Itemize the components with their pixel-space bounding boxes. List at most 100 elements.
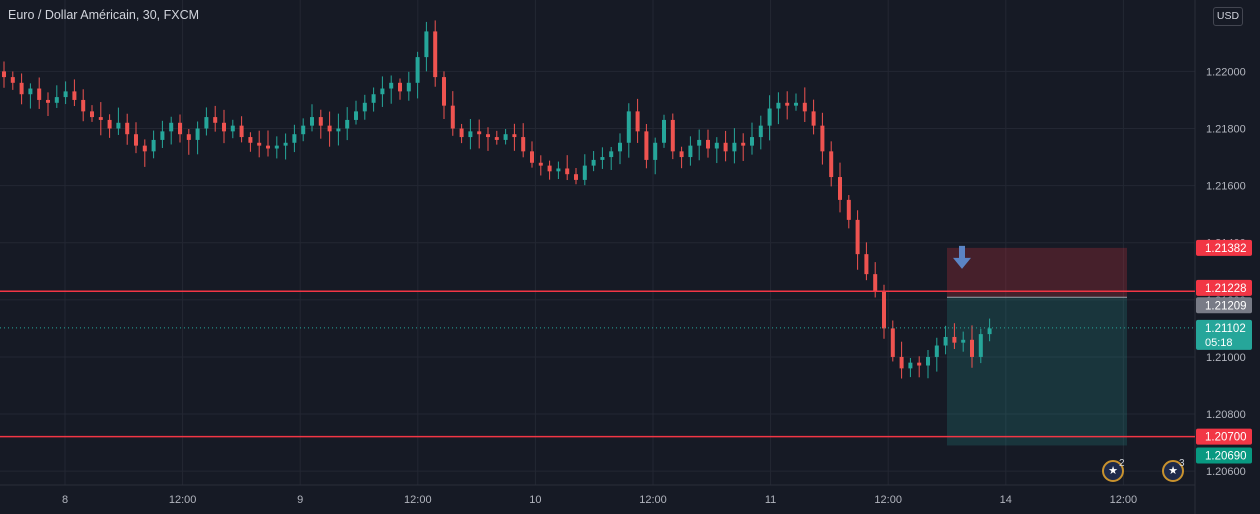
candle-body: [459, 128, 464, 138]
candle-body: [195, 128, 200, 140]
candle-body: [503, 134, 508, 140]
candle-body: [486, 134, 490, 138]
price-tag-label: 1.20700: [1205, 432, 1247, 444]
time-axis: 8 12:00 9 12:00 10 12:00 11 12:00 14 12:00: [62, 494, 1137, 506]
candle-body: [565, 168, 570, 175]
candle-body: [802, 102, 807, 112]
candle-body: [723, 142, 728, 152]
currency-button[interactable]: USD: [1213, 7, 1243, 26]
candle-body: [398, 82, 402, 92]
candle-body: [222, 122, 226, 132]
candle-body: [90, 111, 94, 118]
candle-body: [257, 142, 262, 146]
candle-body: [10, 77, 15, 83]
x-tick-label: 9: [297, 494, 303, 506]
take-profit-zone: [947, 297, 1127, 446]
candle-body: [450, 105, 455, 129]
candle-body: [732, 142, 737, 152]
x-tick-label: 10: [529, 494, 541, 506]
countdown-label: 05:18: [1205, 337, 1233, 349]
candle-body: [169, 122, 174, 132]
candle-body: [926, 356, 930, 366]
candle-body: [406, 82, 411, 92]
candle-body: [688, 145, 693, 158]
candle-body: [301, 125, 306, 135]
candle-body: [415, 57, 420, 83]
x-tick-label: 14: [1000, 494, 1012, 506]
eu-flag-icon[interactable]: ★: [1102, 460, 1124, 482]
candle-body: [987, 328, 992, 335]
candle-body: [644, 131, 649, 160]
candle-body: [820, 125, 825, 152]
candle-body: [327, 125, 332, 132]
x-tick-label: 12:00: [639, 494, 667, 506]
y-tick-label: 1.20800: [1206, 409, 1246, 421]
candle-body: [310, 117, 314, 126]
candle-body: [2, 71, 6, 78]
candle-body: [424, 31, 429, 58]
candle-body: [37, 88, 42, 100]
candle-body: [776, 102, 781, 109]
candle-body: [785, 102, 790, 106]
horizontal-lines: [0, 290, 1195, 438]
candle-body: [28, 88, 33, 95]
candle-body: [362, 102, 367, 112]
candle-body: [750, 137, 754, 146]
candle-body: [125, 122, 130, 135]
candle-body: [213, 117, 218, 123]
candle-body: [882, 291, 886, 329]
candle-body: [283, 142, 288, 146]
us-flag-icon[interactable]: ★: [1162, 460, 1184, 482]
candle-body: [653, 142, 658, 160]
candle-body: [134, 134, 138, 146]
candle-body: [547, 165, 552, 172]
candle-body: [829, 151, 834, 178]
candle-body: [54, 97, 59, 103]
candle-body: [380, 88, 385, 95]
candle-body: [494, 137, 499, 140]
x-tick-label: 12:00: [169, 494, 197, 506]
candle-body: [239, 125, 244, 138]
candle-body: [670, 119, 675, 152]
candle-body: [908, 362, 913, 369]
candle-body: [811, 111, 816, 126]
candle-body: [389, 82, 394, 89]
candle-body: [767, 108, 772, 126]
candle-body: [371, 94, 376, 103]
candle-body: [345, 119, 350, 129]
candle-body: [107, 119, 112, 129]
price-tag-label: 1.20690: [1205, 450, 1247, 462]
x-tick-label: 8: [62, 494, 68, 506]
candle-body: [626, 111, 631, 143]
price-tag-label: 1.21209: [1205, 300, 1247, 312]
price-tag-label: 1.21102: [1205, 323, 1246, 335]
candle-body: [864, 254, 869, 275]
candle-body: [151, 139, 156, 152]
price-tag-line: [1196, 428, 1252, 445]
candle-body: [292, 134, 297, 143]
candle-body: [706, 139, 710, 149]
sell-arrow-icon: [953, 245, 971, 269]
candle-body: [178, 122, 182, 135]
chart-title: Euro / Dollar Américain, 30, FXCM: [8, 8, 200, 22]
candle-body: [591, 159, 596, 166]
candle-body: [917, 362, 922, 366]
x-tick-label: 11: [765, 494, 776, 506]
price-tag-last: [1196, 319, 1252, 350]
y-tick-label: 1.20600: [1206, 466, 1246, 478]
candle-body: [274, 145, 279, 149]
candle-body: [582, 165, 587, 180]
candle-body: [512, 134, 517, 138]
candle-body: [943, 336, 948, 346]
candle-body: [336, 128, 341, 132]
candle-body: [142, 145, 147, 152]
candle-body: [794, 102, 798, 106]
stop-loss-zone: [947, 247, 1127, 298]
candle-body: [978, 334, 983, 357]
candle-body: [98, 117, 103, 120]
candle-body: [899, 356, 904, 369]
candle-body: [952, 336, 957, 343]
candle-body: [890, 328, 895, 357]
candle-body: [72, 91, 77, 100]
